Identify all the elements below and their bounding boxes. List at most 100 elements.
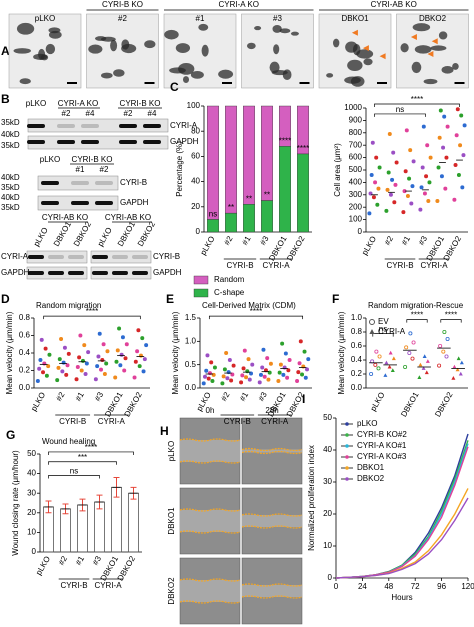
wound-area (180, 510, 240, 532)
bar-segment (225, 105, 237, 214)
data-point (281, 372, 286, 377)
band (132, 271, 148, 275)
x-tick-label: 0 (334, 582, 339, 591)
data-point (135, 349, 140, 354)
data-point (403, 169, 408, 174)
data-point (225, 376, 230, 381)
data-point (117, 326, 122, 331)
data-point (262, 374, 267, 379)
significance-bracket (43, 315, 141, 320)
data-point (420, 165, 425, 170)
data-point (305, 367, 310, 372)
significance-bracket (48, 461, 117, 465)
lane-header: CYRI-AB KO (105, 213, 151, 222)
panel-label: G (6, 428, 15, 442)
data-point (105, 349, 110, 354)
wound-edge (179, 530, 241, 534)
data-point (39, 337, 44, 342)
y-tick-label: 400 (349, 178, 363, 187)
data-point (38, 357, 43, 362)
data-point (442, 114, 447, 119)
x-tick-label: 120 (461, 582, 474, 591)
band (68, 271, 84, 275)
bar-segment (261, 105, 273, 201)
data-point (444, 155, 449, 160)
x-tick-label: 96 (437, 582, 446, 591)
y-tick-label: 1.0 (185, 336, 197, 345)
y-tick-label: 500 (349, 165, 363, 174)
data-point (227, 357, 232, 362)
lane-header: CYRI-AB KO (42, 213, 88, 222)
data-point (441, 349, 446, 354)
cell (88, 44, 103, 54)
cell (100, 36, 116, 42)
y-tick-label: 0.0 (19, 383, 31, 392)
data-point (391, 356, 396, 361)
data-point (276, 378, 281, 383)
cell (175, 43, 191, 53)
scale-bar (222, 82, 232, 84)
data-point (376, 186, 381, 191)
significance-bracket (48, 451, 134, 455)
data-point (60, 369, 65, 374)
lane-header: CYRI-B KO (120, 99, 161, 108)
y-tick-label: 0.6 (351, 341, 363, 350)
arrowhead (431, 38, 438, 45)
significance-label: **** (411, 95, 423, 104)
band (143, 124, 161, 128)
cell (246, 42, 256, 50)
y-tick-label: 0.5 (185, 360, 197, 369)
data-point (136, 328, 141, 333)
band (57, 140, 75, 144)
bar-segment (261, 200, 273, 233)
data-point (453, 163, 458, 168)
data-point (204, 368, 209, 373)
y-tick-label: 0.4 (351, 355, 363, 364)
data-point (421, 366, 426, 370)
cell (121, 43, 137, 54)
data-point (247, 377, 252, 382)
data-point (35, 378, 40, 383)
data-point (425, 143, 430, 148)
panel-label: D (1, 292, 10, 306)
y-tick-label: 40 (27, 469, 36, 478)
cell (411, 61, 422, 74)
cell (279, 28, 291, 34)
y-axis-label: Mean velocity (μm/min) (337, 311, 346, 394)
data-point (373, 362, 378, 367)
data-point (383, 373, 388, 377)
data-point (295, 378, 300, 383)
y-tick-label: 0.6 (19, 331, 31, 340)
data-point (390, 177, 395, 182)
mw-marker: 40kD (1, 193, 20, 202)
data-point (370, 140, 375, 145)
data-point (410, 356, 415, 361)
data-point (408, 148, 413, 153)
group-header: CYRI-AB KO (371, 0, 417, 9)
data-point (209, 360, 214, 365)
data-point (99, 367, 104, 372)
data-point (241, 366, 246, 371)
data-point (388, 192, 393, 197)
data-point (411, 159, 416, 164)
image-label: pLKO (35, 14, 55, 23)
data-point (64, 372, 69, 377)
band (95, 181, 113, 185)
cell (45, 43, 56, 55)
cell (326, 73, 334, 78)
data-point (387, 132, 392, 137)
data-point (462, 123, 467, 128)
image-label: DBKO1 (341, 14, 369, 23)
group-label: CYRI-A (261, 417, 289, 426)
cell (190, 70, 204, 79)
band (27, 140, 45, 144)
data-point (407, 176, 412, 181)
x-tick-label: 24 (358, 582, 367, 591)
data-point (425, 359, 430, 363)
y-axis-label: Percentage (%) (175, 141, 184, 197)
group-label: CYRI-B (59, 417, 86, 426)
wound-area (180, 440, 240, 462)
data-point (239, 380, 244, 385)
data-point (394, 160, 399, 165)
band-label: CYRI-B (120, 178, 147, 187)
